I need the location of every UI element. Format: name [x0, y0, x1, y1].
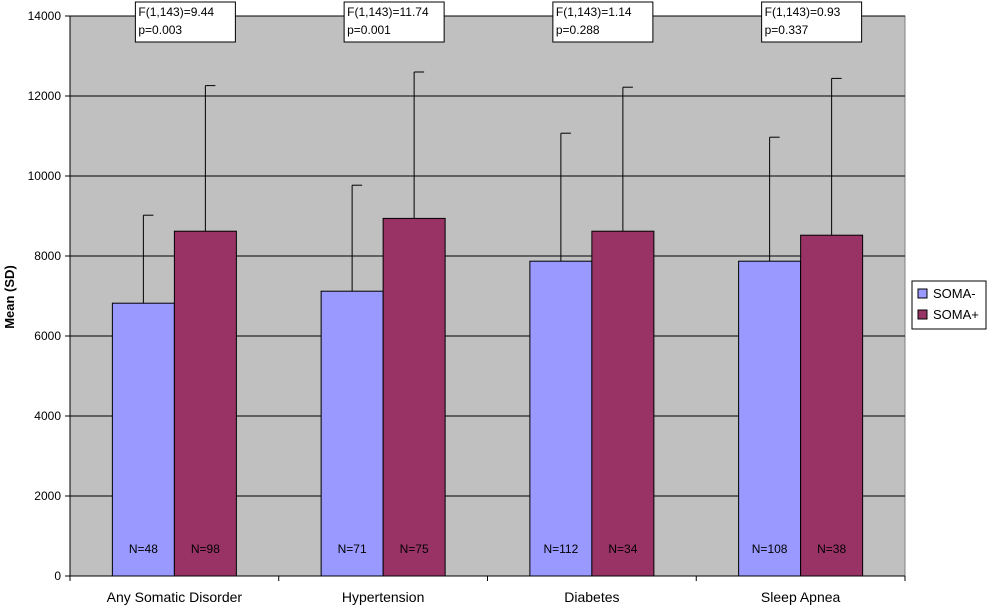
stat-p-value: p=0.001	[347, 23, 391, 37]
y-tick-label: 0	[54, 569, 61, 583]
y-axis-title: Mean (SD)	[2, 265, 17, 329]
y-tick-label: 6000	[34, 329, 61, 343]
y-tick-label: 2000	[34, 489, 61, 503]
stat-box	[134, 1, 236, 43]
x-tick-label: Diabetes	[564, 589, 619, 605]
n-label: N=71	[338, 542, 367, 556]
x-tick-label: Hypertension	[342, 589, 425, 605]
bar	[320, 290, 384, 577]
n-label: N=34	[608, 542, 637, 556]
x-tick-label: Any Somatic Disorder	[107, 589, 243, 605]
stat-f-value: F(1,143)=1.14	[556, 5, 632, 19]
bar	[382, 217, 446, 577]
stat-p-value: p=0.288	[556, 23, 600, 37]
bar	[591, 230, 655, 577]
y-tick-label: 8000	[34, 249, 61, 263]
stat-annotations: F(1,143)=9.44 p=0.003 F(1,143)=11.74 p=0.00…	[134, 1, 863, 43]
n-label: N=38	[817, 542, 846, 556]
x-axis: Any Somatic Disorder Hypertension Diabetes…	[69, 575, 906, 605]
legend-swatch	[917, 288, 928, 299]
n-labels: N=48 N=98 N=71 N=75 N=112 N=34 N=108 N=38	[129, 542, 847, 556]
x-tick-label: Sleep Apnea	[761, 589, 841, 605]
n-label: N=98	[191, 542, 220, 556]
n-label: N=108	[752, 542, 788, 556]
stat-f-value: F(1,143)=0.93	[765, 5, 841, 19]
y-tick-label: 14000	[28, 9, 62, 23]
n-label: N=48	[129, 542, 158, 556]
legend-swatch	[917, 309, 928, 320]
bar	[111, 302, 175, 577]
stat-f-value: F(1,143)=9.44	[138, 5, 214, 19]
n-label: N=112	[543, 542, 578, 556]
legend: SOMA- SOMA+	[911, 280, 987, 330]
bars	[111, 217, 864, 577]
stat-p-value: p=0.337	[765, 23, 809, 37]
error-bars	[142, 71, 842, 304]
stat-f-value: F(1,143)=11.74	[347, 5, 429, 19]
stat-box	[761, 1, 863, 43]
legend-label: SOMA+	[933, 307, 979, 322]
bar	[529, 260, 593, 577]
y-tick-label: 4000	[34, 409, 61, 423]
stat-box	[552, 1, 654, 43]
bar	[173, 230, 237, 577]
y-tick-label: 12000	[28, 89, 62, 103]
y-tick-label: 10000	[28, 169, 62, 183]
y-axis: 0 2000 4000 6000 8000 10000 12000 14000	[28, 9, 71, 583]
legend-label: SOMA-	[933, 286, 976, 301]
bar	[738, 260, 802, 577]
stat-box	[343, 1, 445, 43]
bar	[800, 234, 864, 577]
n-label: N=75	[400, 542, 429, 556]
stat-p-value: p=0.003	[138, 23, 182, 37]
